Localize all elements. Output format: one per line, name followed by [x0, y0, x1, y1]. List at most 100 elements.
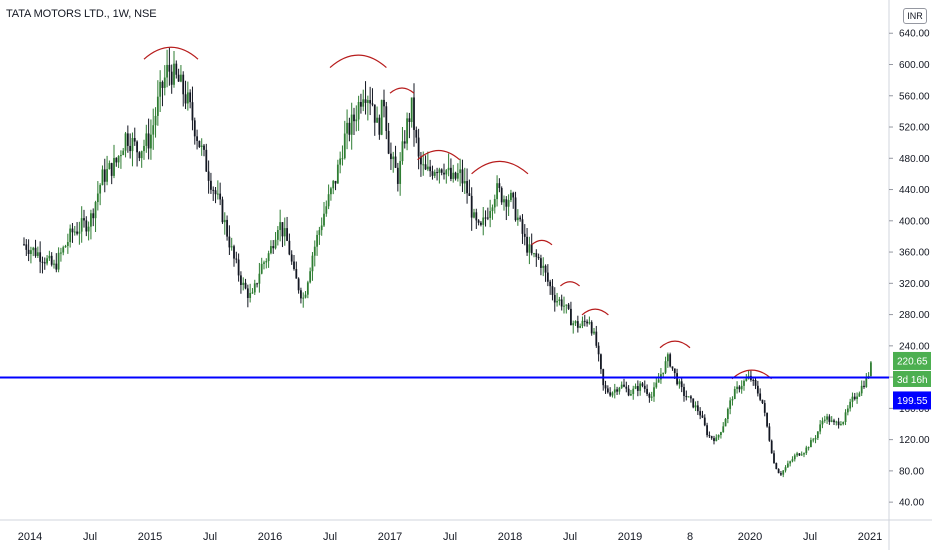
candle-body [297, 278, 300, 291]
candle-body [821, 420, 824, 425]
candle-body [618, 387, 621, 392]
candle-body [733, 388, 736, 400]
candle-body [766, 412, 768, 427]
candle-body [549, 281, 552, 287]
candle-body [288, 240, 291, 255]
candle-body [433, 172, 436, 176]
candle-body [143, 145, 145, 152]
candle-body [715, 437, 718, 442]
candle-body [161, 81, 164, 88]
candle-body [736, 386, 738, 389]
candle-body [625, 386, 628, 389]
candle-body [542, 265, 545, 268]
candle-body [498, 183, 501, 189]
candle-body [570, 308, 572, 326]
candle-body [443, 172, 445, 175]
currency-button[interactable]: INR [903, 8, 927, 24]
candle-body [597, 345, 600, 355]
y-tick-label: 120.00 [899, 435, 930, 446]
candle-body [87, 226, 90, 232]
candle-body [25, 244, 28, 250]
candle-body [50, 255, 53, 265]
candle-body [620, 384, 623, 388]
swing-high-arc [560, 281, 580, 287]
candle-body [590, 322, 593, 334]
candle-body [673, 368, 676, 374]
candle-body [193, 120, 196, 137]
swing-high-arc [731, 369, 772, 380]
candle-body [413, 97, 415, 130]
candle-body [789, 461, 792, 464]
candle-body [473, 212, 475, 218]
candle-body [583, 320, 586, 322]
candle-body [73, 231, 76, 233]
level-price-tag [893, 391, 931, 410]
candle-body [279, 222, 282, 231]
candle-body [558, 299, 561, 302]
candle-body [133, 138, 136, 142]
candle-body [694, 405, 697, 408]
x-tick-label: 2019 [618, 531, 642, 543]
candle-body [177, 74, 180, 82]
candle-body [263, 262, 265, 264]
candle-body [826, 416, 828, 420]
candle-body [373, 104, 376, 123]
candle-body [219, 193, 222, 200]
candle-body [819, 424, 822, 432]
candle-body [429, 166, 432, 172]
candle-body [650, 396, 653, 398]
candle-body [203, 145, 205, 150]
candle-body [837, 421, 840, 426]
swing-high-arc [471, 160, 529, 175]
candle-body [387, 130, 390, 154]
candle-body [122, 150, 125, 156]
candle-body [228, 236, 231, 248]
candle-body [343, 133, 346, 159]
candle-body [664, 361, 667, 373]
candle-body [383, 99, 385, 107]
candle-body [323, 213, 325, 226]
candle-body [357, 102, 360, 120]
candle-body [510, 192, 512, 201]
candle-body [265, 261, 268, 263]
candle-body [793, 455, 796, 460]
candle-body [720, 432, 722, 436]
candle-body [692, 398, 695, 408]
candle-body [191, 102, 194, 121]
candle-body [461, 169, 464, 184]
candle-body [500, 188, 503, 203]
candle-body [267, 253, 270, 262]
candle-body [856, 396, 858, 400]
candle-body [320, 225, 323, 231]
candle-body [300, 290, 302, 299]
candle-body [754, 379, 757, 386]
candle-body [863, 385, 865, 387]
candle-body [53, 263, 55, 265]
candle-body [180, 74, 182, 82]
y-tick-label: 320.00 [899, 279, 930, 290]
candle-body [60, 252, 62, 254]
candle-body [846, 408, 849, 413]
candle-body [166, 64, 168, 78]
candle-body [814, 437, 817, 440]
y-tick-label: 280.00 [899, 310, 930, 321]
candle-body [540, 258, 542, 268]
candle-body [57, 252, 60, 270]
candle-body [791, 459, 794, 462]
candle-body [83, 218, 85, 221]
candle-body [840, 424, 842, 426]
candle-body [436, 172, 438, 174]
candle-body [844, 412, 847, 423]
candle-body [270, 246, 272, 254]
candle-body [226, 219, 228, 237]
candle-body [392, 156, 395, 160]
chart-title: TATA MOTORS LTD., 1W, NSE [6, 8, 157, 20]
candle-body [581, 320, 584, 326]
candle-body [690, 396, 692, 399]
candle-body [530, 244, 533, 254]
candle-body [632, 388, 635, 395]
candle-body [341, 158, 344, 160]
candle-body [523, 233, 526, 237]
